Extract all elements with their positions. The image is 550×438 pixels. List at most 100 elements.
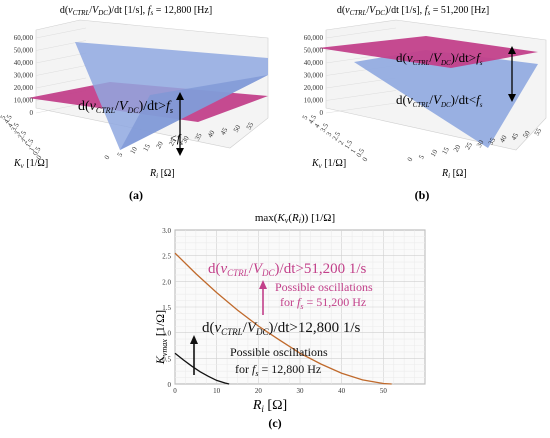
threshold-plane-b bbox=[318, 36, 538, 68]
surface-chart-b: d(vCTRL/VDC)/dt [1/s], fs = 51,200 [Hz] … bbox=[301, 5, 547, 202]
z-grid-line bbox=[325, 27, 397, 39]
z-tick-label: 20,000 bbox=[304, 84, 324, 92]
z-tick-label: 50,000 bbox=[14, 47, 34, 55]
x-tick-label: 50 bbox=[380, 387, 388, 395]
z-grid-line bbox=[35, 40, 87, 51]
kv-tick-label: 0.5 bbox=[31, 145, 43, 157]
z-grid-line bbox=[35, 27, 87, 39]
y-tick-label: 0 bbox=[168, 381, 172, 389]
ri-tick-label: 30 bbox=[180, 134, 191, 144]
y-tick-label: 1.5 bbox=[162, 304, 171, 312]
z-tick-label: 40,000 bbox=[14, 59, 34, 67]
y-tick-label: 1.0 bbox=[162, 330, 171, 338]
osc-low-line1: Possible oscillations bbox=[230, 345, 328, 359]
y-tick-label: 0.5 bbox=[162, 355, 171, 363]
kv-tick-label: 5 bbox=[301, 114, 310, 121]
chart-panel-c: max(Kv(Ri)) [1/Ω] 0 0.5 1.0 1.5 2.0 2.5 3.0 0 10… bbox=[120, 205, 430, 433]
ri-tick-label: 45 bbox=[219, 126, 230, 136]
z-grid-line bbox=[325, 102, 397, 114]
kv-tick-label: 0 bbox=[361, 156, 370, 163]
chart-title-b: d(vCTRL/VDC)/dt [1/s], fs = 51,200 [Hz] bbox=[337, 5, 489, 17]
ri-tick-label: 5 bbox=[417, 153, 426, 160]
arrow-head-down-b bbox=[508, 94, 516, 102]
series-line-1 bbox=[174, 252, 392, 385]
ri-tick-label: 35 bbox=[193, 131, 204, 141]
ri-axis-label-a: Ri [Ω] bbox=[149, 168, 175, 180]
kv-tick-label: 3.5 bbox=[10, 121, 22, 133]
x-tick-label: 10 bbox=[213, 387, 221, 395]
ri-tick-label: 20 bbox=[452, 143, 463, 153]
line-chart-c: max(Kv(Ri)) [1/Ω] 0 0.5 1.0 1.5 2.0 2.5 3.0 0 10… bbox=[153, 212, 426, 430]
kv-tick-label: 1 bbox=[28, 146, 37, 153]
kv-tick-label: 2.5 bbox=[331, 130, 343, 142]
annotation-gt-a: d(vCTRL/VDC)/dt>fs bbox=[78, 99, 173, 115]
ri-tick-label: 40 bbox=[498, 134, 509, 144]
annotation-high-c: d(vCTRL/VDC)/dt>51,200 1/s bbox=[208, 261, 367, 278]
ri-tick-label: 50 bbox=[232, 123, 243, 133]
z-tick-label: 20,000 bbox=[14, 84, 34, 92]
z-tick-label: 60,000 bbox=[14, 34, 34, 42]
kv-tick-label: 0.5 bbox=[355, 147, 367, 159]
z-tick-label: 40,000 bbox=[304, 59, 324, 67]
y-tick-label: 2.0 bbox=[162, 278, 171, 286]
ri-tick-label: 55 bbox=[245, 121, 256, 131]
series-line-2 bbox=[174, 352, 230, 385]
ri-tick-label: 0 bbox=[406, 156, 415, 163]
kv-tick-label: 2 bbox=[20, 138, 29, 145]
arrow-head-down-a bbox=[176, 148, 184, 156]
y-tick-label: 2.5 bbox=[162, 253, 171, 261]
kv-axis-label-a: Kv [1/Ω] bbox=[13, 158, 48, 170]
chart-title-c: max(Kv(Ri)) [1/Ω] bbox=[255, 212, 335, 225]
kv-tick-label: 1.5 bbox=[343, 138, 355, 150]
kv-tick-label: 3.5 bbox=[319, 122, 331, 134]
annotation-gt-b: d(vCTRL/VDC)/dt>fs bbox=[396, 50, 483, 67]
osc-low-line2: for fs = 12,800 Hz bbox=[235, 362, 321, 378]
kv-tick-label: 1 bbox=[349, 147, 358, 154]
surface-chart-a: d(vCTRL/VDC)/dt [1/s], fs = 12,800 [Hz] … bbox=[0, 5, 269, 202]
panel-caption-c: (c) bbox=[268, 416, 281, 430]
rate-surface-a-shade bbox=[120, 75, 268, 150]
kv-tick-label: 4 bbox=[6, 122, 15, 129]
x-tick-label: 30 bbox=[297, 387, 305, 395]
ri-tick-label: 5 bbox=[116, 151, 125, 158]
kv-tick-label: 4.5 bbox=[2, 113, 14, 125]
ri-tick-label: 45 bbox=[510, 131, 521, 141]
z-tick-label: 10,000 bbox=[14, 97, 34, 105]
panel-caption-b: (b) bbox=[415, 188, 430, 202]
z-tick-label: 60,000 bbox=[304, 34, 324, 42]
ri-tick-label: 30 bbox=[475, 138, 486, 148]
ri-tick-label: 40 bbox=[206, 129, 217, 139]
z-tick-label: 30,000 bbox=[14, 72, 34, 80]
y-axis-label-c: Kvmax [1/Ω] bbox=[153, 310, 169, 365]
z-tick-label: 0 bbox=[320, 109, 324, 117]
ri-tick-label: 20 bbox=[154, 140, 165, 150]
ri-tick-label: 35 bbox=[487, 136, 498, 146]
osc-high-line1: Possible oscillations bbox=[275, 280, 373, 294]
kv-tick-label: 3 bbox=[13, 130, 22, 137]
ri-axis-label-b: Ri [Ω] bbox=[441, 168, 467, 180]
z-tick-label: 50,000 bbox=[304, 47, 324, 55]
ri-tick-label: 0 bbox=[103, 154, 112, 161]
x-tick-label: 40 bbox=[338, 387, 346, 395]
y-tick-label: 3.0 bbox=[162, 227, 171, 235]
annotation-low-c: d(vCTRL/VDC)/dt>12,800 1/s bbox=[202, 320, 361, 337]
rate-surface-b bbox=[354, 50, 538, 148]
annotation-lt-b: d(vCTRL/VDC)/dt<fs bbox=[396, 92, 483, 109]
kv-tick-label: 0 bbox=[35, 154, 44, 161]
kv-tick-label: 4.5 bbox=[307, 113, 319, 125]
kv-axis-label-b: Kv [1/Ω] bbox=[311, 158, 346, 170]
arrow-head-up-a bbox=[176, 92, 184, 100]
arrow-head-up-b bbox=[508, 46, 516, 54]
kv-tick-label: 5 bbox=[0, 114, 8, 121]
ri-tick-label: 15 bbox=[440, 145, 451, 155]
z-grid-line bbox=[325, 90, 397, 101]
chart-panel-b: d(vCTRL/VDC)/dt [1/s], fs = 51,200 [Hz] … bbox=[276, 0, 550, 205]
z-tick-label: 10,000 bbox=[304, 97, 324, 105]
kv-tick-label: 2 bbox=[337, 139, 346, 146]
chart-panel-a: d(vCTRL/VDC)/dt [1/s], fs = 12,800 [Hz] … bbox=[0, 0, 272, 205]
x-axis-label-c: Ri [Ω] bbox=[252, 398, 287, 414]
ri-tick-label: 10 bbox=[429, 148, 440, 158]
kv-tick-label: 4 bbox=[313, 122, 322, 129]
ri-tick-label: 15 bbox=[142, 142, 153, 152]
ri-tick-label: 25 bbox=[464, 141, 475, 151]
